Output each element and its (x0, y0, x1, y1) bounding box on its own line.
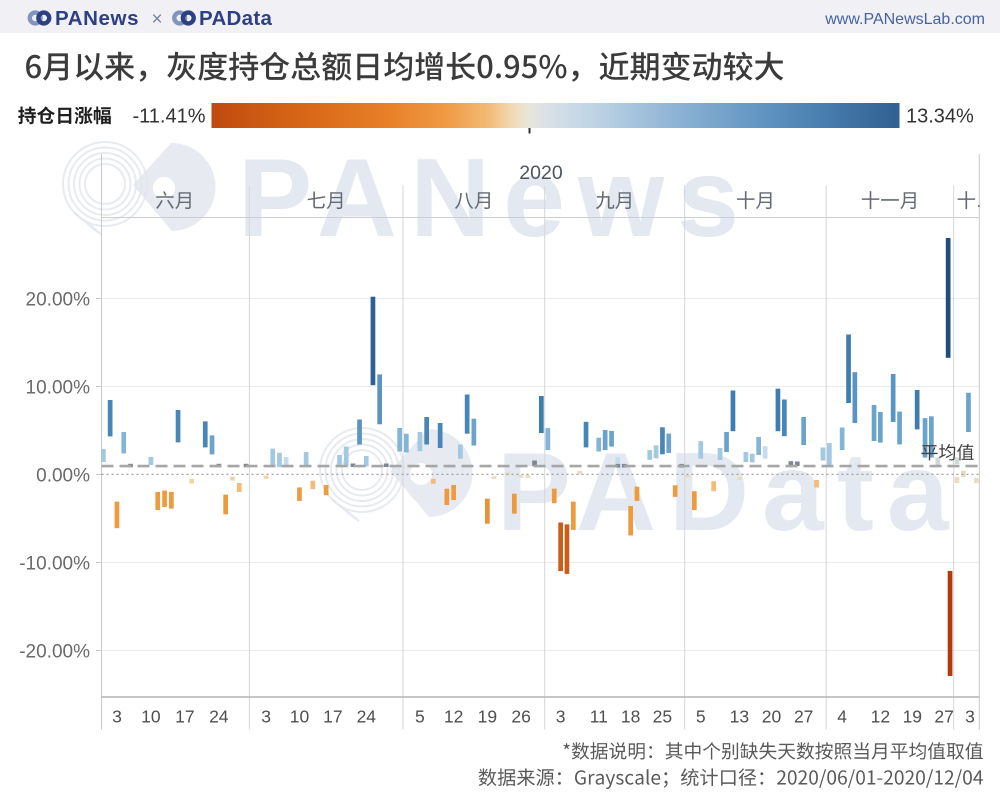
svg-text:24: 24 (209, 707, 229, 727)
svg-text:2020: 2020 (519, 162, 563, 184)
svg-text:19: 19 (478, 707, 497, 727)
svg-text:10.00%: 10.00% (26, 378, 91, 399)
svg-text:3: 3 (261, 707, 271, 727)
svg-text:3: 3 (112, 707, 122, 727)
svg-text:25: 25 (653, 707, 672, 727)
svg-text:11: 11 (590, 707, 608, 727)
svg-text:20: 20 (762, 707, 782, 727)
svg-text:PAData: PAData (497, 430, 962, 554)
svg-text:3: 3 (556, 707, 566, 727)
svg-text:26: 26 (511, 707, 530, 727)
svg-text:-10.00%: -10.00% (19, 554, 90, 575)
svg-text:13: 13 (730, 707, 749, 727)
svg-text:24: 24 (357, 707, 377, 727)
svg-text:-20.00%: -20.00% (19, 642, 90, 663)
svg-text:4: 4 (837, 707, 847, 727)
svg-text:-11.41%: -11.41% (132, 106, 205, 128)
svg-text:10: 10 (141, 707, 161, 727)
svg-text:10: 10 (290, 707, 310, 727)
svg-text:5: 5 (415, 707, 425, 727)
svg-text:27: 27 (794, 707, 813, 727)
svg-text:18: 18 (621, 707, 640, 727)
svg-text:12: 12 (871, 707, 890, 727)
svg-text:3: 3 (965, 707, 975, 727)
svg-text:×: × (152, 9, 163, 30)
svg-text:5: 5 (696, 707, 706, 727)
svg-text:19: 19 (903, 707, 922, 727)
svg-text:PANews: PANews (55, 7, 139, 30)
svg-text:.: . (977, 192, 982, 211)
svg-text:www.PANewsLab.com: www.PANewsLab.com (824, 11, 985, 28)
svg-text:PAData: PAData (199, 7, 272, 30)
svg-text:17: 17 (323, 707, 342, 727)
svg-text:12: 12 (444, 707, 463, 727)
svg-text:17: 17 (175, 707, 194, 727)
svg-text:27: 27 (934, 707, 953, 727)
svg-text:13.34%: 13.34% (906, 106, 974, 128)
svg-text:0.00%: 0.00% (36, 466, 90, 487)
svg-text:20.00%: 20.00% (26, 290, 91, 311)
